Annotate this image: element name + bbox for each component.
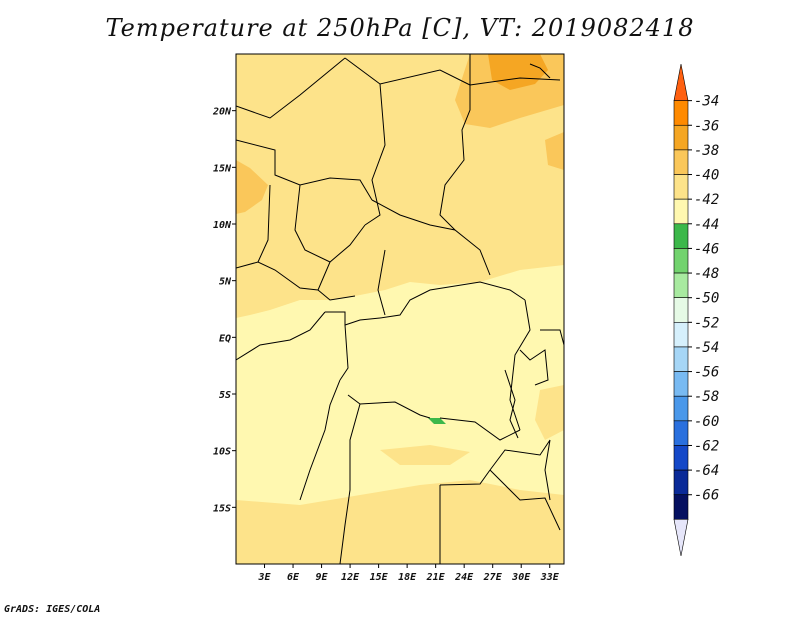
colorbar-label: -60 [694,414,719,430]
lon-tick-label: 24E [454,572,474,583]
lat-tick-label: 15N [213,163,232,174]
map-title: Temperature at 250hPa [C], VT: 201908241… [105,14,695,42]
colorbar-label: -62 [694,438,719,454]
lon-tick-label: 30E [511,572,531,583]
map-frame [235,53,565,565]
lat-tick-label: EQ [219,333,231,344]
colorbar-label: -52 [694,315,719,331]
lat-tick-label: 15S [213,503,231,514]
colorbar-swatch [673,494,689,520]
lon-tick-label: 12E [341,572,360,583]
colorbar-label: -36 [694,118,719,134]
colorbar-swatch [673,223,689,249]
colorbar-bottom-arrow [673,519,689,557]
lat-tick-label: 5N [219,277,232,288]
colorbar-swatch [673,149,689,175]
colorbar-label: -54 [694,340,719,356]
colorbar-swatch [673,322,689,348]
temperature-field [236,54,564,564]
colorbar-swatch [673,198,689,225]
colorbar-swatch [673,174,689,200]
colorbar-swatch [673,100,689,126]
colorbar-legend: -34 -36 -38 -40 -42 -44 -46 -48 -50 -52 -54 -56 -58 -… [673,63,719,557]
lat-tick-label: 10S [213,447,231,458]
colorbar-label: -38 [694,143,719,159]
colorbar-label: -56 [694,365,719,381]
credit-label: GrADS: IGES/COLA [4,604,101,615]
colorbar-swatch [673,420,689,446]
colorbar-label: -50 [694,291,719,307]
colorbar-swatch [673,124,689,151]
colorbar-swatch [673,371,689,397]
country-borders [236,54,564,564]
colorbar-swatch [673,248,689,274]
colorbar-label: -48 [694,266,719,282]
colorbar-label: -64 [694,463,719,479]
lon-tick-label: 33E [540,572,560,583]
lon-tick-label: 27E [483,572,503,583]
lon-tick-label: 9E [316,572,329,583]
colorbar-swatch [673,469,689,496]
colorbar-label: -44 [694,217,719,233]
colorbar-swatch [673,395,689,422]
colorbar-swatch [673,346,689,372]
colorbar-label: -42 [694,192,719,208]
colorbar-label: -40 [694,168,719,184]
lon-tick-label: 21E [426,572,446,583]
colorbar-swatch [673,272,689,298]
colorbar-swatch [673,445,689,471]
colorbar-label: -46 [694,241,719,257]
colorbar-top-arrow [673,63,689,101]
lat-tick-label: 5S [219,390,231,401]
longitude-axis: 3E 6E 9E 12E 15E 18E 21E 24E 27E 30E 33E [257,564,560,583]
colorbar-label: -58 [694,389,719,405]
colorbar-swatch [673,297,689,323]
lon-tick-label: 15E [370,572,389,583]
colorbar-label: -66 [694,488,719,504]
latitude-axis: 20N 15N 10N 5N EQ 5S 10S 15S [212,107,236,514]
lat-tick-label: 10N [213,220,232,231]
lon-tick-label: 3E [257,572,271,583]
lat-tick-label: 20N [212,107,232,118]
lon-tick-label: 18E [398,572,417,583]
colorbar-label: -34 [694,94,719,110]
lon-tick-label: 6E [287,572,300,583]
